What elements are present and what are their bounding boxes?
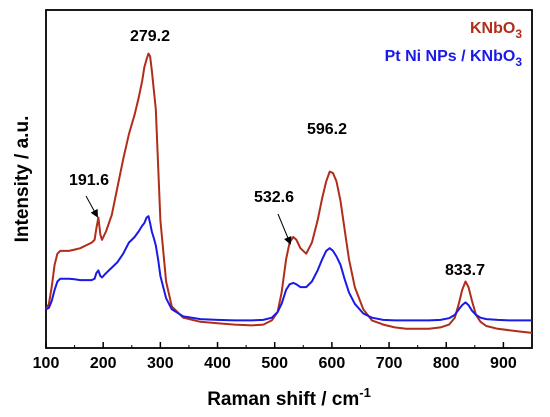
peak-label-191: 191.6	[69, 172, 109, 189]
arrow-532	[277, 213, 292, 245]
x-axis-ticks: 100 200 300 400 500 600 700 800 900	[33, 342, 517, 372]
x-tick-label: 600	[319, 355, 346, 372]
series-line-ptni-knbo3	[45, 215, 532, 322]
x-tick-label: 900	[490, 355, 517, 372]
plot-frame	[45, 9, 533, 349]
series-line-knbo3	[45, 52, 533, 334]
x-tick-label: 100	[33, 355, 60, 372]
x-tick-label: 400	[204, 355, 231, 372]
peak-label-833: 833.7	[445, 262, 485, 279]
arrow-191	[85, 195, 98, 218]
x-axis-title: Raman shift / cm-1	[207, 385, 371, 410]
x-tick-label: 200	[90, 355, 117, 372]
x-tick-label: 800	[433, 355, 460, 372]
peak-label-279: 279.2	[130, 28, 170, 45]
x-tick-label: 700	[376, 355, 403, 372]
series-layer	[45, 52, 533, 334]
legend-entry-ptni-knbo3: Pt Ni NPs / KNbO3	[385, 48, 523, 69]
legend-entry-knbo3: KNbO3	[470, 20, 522, 41]
peak-label-596: 596.2	[307, 121, 347, 138]
peak-label-532: 532.6	[254, 189, 294, 206]
x-tick-label: 300	[147, 355, 174, 372]
legend: KNbO3 Pt Ni NPs / KNbO3	[385, 20, 523, 69]
y-axis-title: Intensity / a.u.	[12, 116, 33, 243]
x-tick-label: 500	[261, 355, 288, 372]
